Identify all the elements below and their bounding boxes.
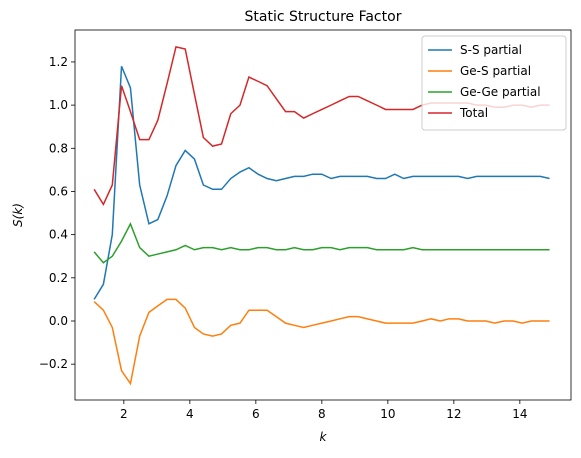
y-tick-label: 0.4: [49, 228, 68, 242]
x-tick-label: 6: [252, 407, 260, 421]
legend-label: S-S partial: [460, 43, 522, 57]
x-tick-label: 12: [446, 407, 461, 421]
legend-label: Ge-S partial: [460, 64, 531, 78]
y-axis-label: S(k): [11, 203, 25, 227]
x-tick-label: 8: [318, 407, 326, 421]
y-tick-label: 0.8: [49, 141, 68, 155]
legend-label: Total: [459, 106, 488, 120]
x-tick-label: 14: [512, 407, 527, 421]
y-tick-label: 1.2: [49, 55, 68, 69]
chart-title: Static Structure Factor: [245, 9, 402, 25]
y-tick-label: 0.6: [49, 184, 68, 198]
x-axis-label: k: [320, 430, 328, 444]
y-tick-label: 1.0: [49, 98, 68, 112]
x-tick-label: 10: [380, 407, 395, 421]
y-tick-label: 0.0: [49, 314, 68, 328]
series-line: [93, 222, 550, 264]
x-tick-label: 2: [120, 407, 128, 421]
legend-label: Ge-Ge partial: [460, 85, 541, 99]
series-line: [93, 65, 550, 300]
series-line: [93, 298, 550, 386]
x-tick-label: 4: [186, 407, 194, 421]
plot-frame: [74, 29, 572, 401]
legend-box: [421, 35, 567, 131]
y-tick-label: 0.2: [49, 271, 68, 285]
y-tick-label: −0.2: [39, 357, 68, 371]
